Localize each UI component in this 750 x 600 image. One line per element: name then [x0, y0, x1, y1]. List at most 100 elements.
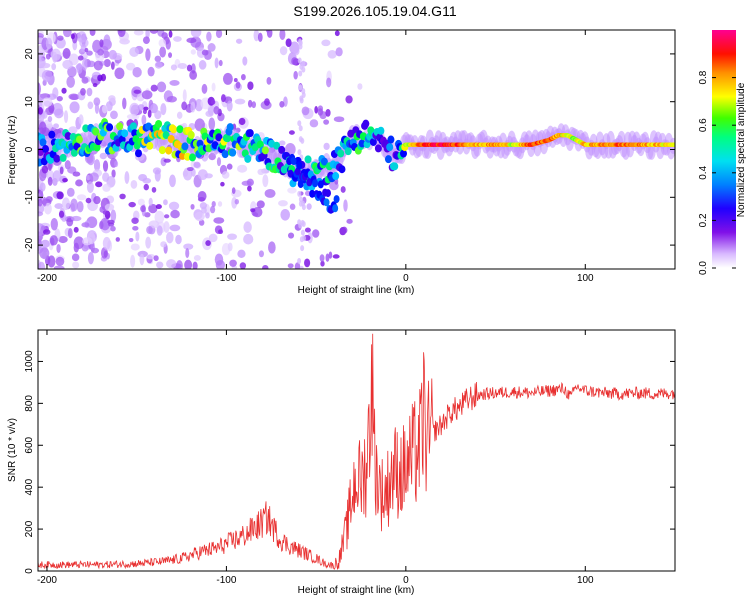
noise-blob [39, 182, 46, 192]
noise-blob [279, 30, 286, 40]
ridge-mark [70, 148, 78, 157]
ridge-mark [362, 119, 370, 128]
noise-blob [50, 48, 61, 61]
noise-blob [208, 233, 218, 243]
noise-blob [166, 259, 177, 269]
noise-blob [53, 265, 65, 269]
noise-blob [38, 211, 44, 217]
noise-speck [341, 226, 348, 234]
noise-blob [209, 205, 216, 214]
ridge-mark [146, 141, 154, 150]
noise-blob [258, 250, 264, 258]
noise-blob [148, 203, 158, 214]
noise-blob [201, 206, 207, 214]
noise-speck [85, 197, 92, 204]
noise-blob [183, 243, 194, 250]
noise-blob [72, 261, 80, 269]
noise-blob [63, 110, 69, 123]
noise-blob [38, 121, 47, 135]
noise-speck [168, 52, 173, 58]
ridge-mark [53, 154, 61, 163]
ridge-branch [332, 204, 339, 213]
noise-blob [156, 81, 167, 93]
colorbar-label: Normalized spectral amplitude [736, 82, 747, 217]
ridge-mark [165, 146, 173, 155]
noise-speck [150, 84, 158, 92]
noise-blob [93, 97, 101, 106]
noise-speck [233, 78, 238, 83]
noise-streak [297, 57, 302, 64]
noise-speck [99, 221, 104, 230]
chart-title: S199.2026.105.19.04.G11 [293, 3, 457, 19]
noise-speck [325, 109, 331, 117]
noise-blob [129, 102, 140, 116]
noise-streak [298, 196, 303, 203]
noise-blob [262, 174, 269, 188]
noise-blob [279, 46, 288, 56]
ridge-mark [338, 165, 346, 174]
noise-speck [38, 107, 43, 115]
ridge-mark [69, 132, 77, 141]
noise-blob [257, 32, 263, 43]
noise-blob [156, 261, 164, 269]
noise-speck [291, 57, 298, 66]
noise-blob [154, 61, 163, 69]
noise-blob [226, 100, 233, 112]
noise-speck [210, 99, 216, 105]
spectrogram-heatmap [38, 30, 675, 269]
noise-blob [93, 60, 103, 71]
noise-blob [47, 255, 56, 268]
noise-blob [278, 200, 288, 207]
noise-blob [62, 59, 73, 70]
noise-blob [146, 253, 156, 260]
noise-speck [345, 95, 353, 104]
snr-ylabel: SNR (10 * v/v) [7, 418, 18, 482]
ridge-mark [188, 153, 196, 162]
noise-speck [239, 262, 247, 269]
noise-blob [76, 194, 87, 201]
colorbar: 0.0 0.2 0.4 0.6 0.8 Normalized spectral ampl… [698, 30, 747, 275]
noise-blob [227, 233, 238, 240]
noise-speck [161, 32, 168, 39]
noise-speck [287, 263, 294, 269]
noise-blob [268, 241, 276, 254]
noise-speck [103, 250, 108, 258]
ridge-mark [170, 125, 178, 134]
noise-speck [84, 47, 89, 53]
noise-speck [77, 55, 84, 61]
noise-blob [189, 70, 198, 80]
x-tick-label: 100 [577, 575, 594, 586]
noise-blob [235, 38, 243, 44]
noise-blob [42, 196, 47, 207]
noise-streak [298, 136, 303, 143]
noise-blob [184, 259, 193, 269]
noise-speck [110, 225, 116, 232]
x-tick-label: 100 [577, 273, 594, 284]
noise-speck [95, 181, 103, 188]
noise-blob [243, 221, 252, 233]
ridge-mark [369, 137, 377, 146]
colorbar-tick-label: 0.6 [698, 118, 709, 132]
noise-blob [146, 225, 153, 235]
noise-blob [207, 43, 216, 52]
noise-speck [293, 70, 298, 80]
snr-series [38, 333, 675, 570]
y-tick-label: 0 [24, 146, 35, 152]
noise-speck [73, 226, 79, 233]
noise-speck [332, 254, 340, 259]
noise-blob [41, 69, 53, 82]
noise-blob [137, 104, 145, 111]
noise-blob [125, 62, 136, 71]
x-tick-label: 0 [403, 273, 409, 284]
noise-blob [156, 225, 163, 236]
noise-speck [97, 74, 103, 82]
noise-blob [81, 76, 89, 84]
ridge-mark [261, 146, 269, 155]
noise-speck [262, 265, 269, 269]
ridge-mark [215, 133, 223, 142]
noise-blob [137, 198, 145, 206]
noise-speck [312, 229, 320, 238]
noise-speck [251, 101, 257, 109]
